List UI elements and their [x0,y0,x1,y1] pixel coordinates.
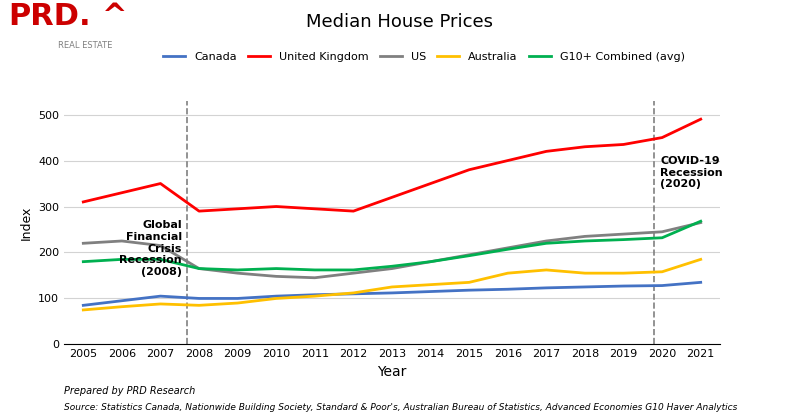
Text: Global
Financial
Crisis
Recession
(2008): Global Financial Crisis Recession (2008) [119,220,182,277]
Text: Prepared by PRD Research: Prepared by PRD Research [64,386,195,396]
Text: REAL ESTATE: REAL ESTATE [58,41,113,50]
X-axis label: Year: Year [378,365,406,379]
Legend: Canada, United Kingdom, US, Australia, G10+ Combined (avg): Canada, United Kingdom, US, Australia, G… [158,47,690,66]
Y-axis label: Index: Index [19,205,33,240]
Text: Median House Prices: Median House Prices [306,13,494,31]
Text: ^: ^ [102,2,127,31]
Text: Source: Statistics Canada, Nationwide Building Society, Standard & Poor's, Austr: Source: Statistics Canada, Nationwide Bu… [64,403,738,412]
Text: PRD.: PRD. [8,2,90,31]
Text: COVID-19
Recession
(2020): COVID-19 Recession (2020) [660,156,723,189]
